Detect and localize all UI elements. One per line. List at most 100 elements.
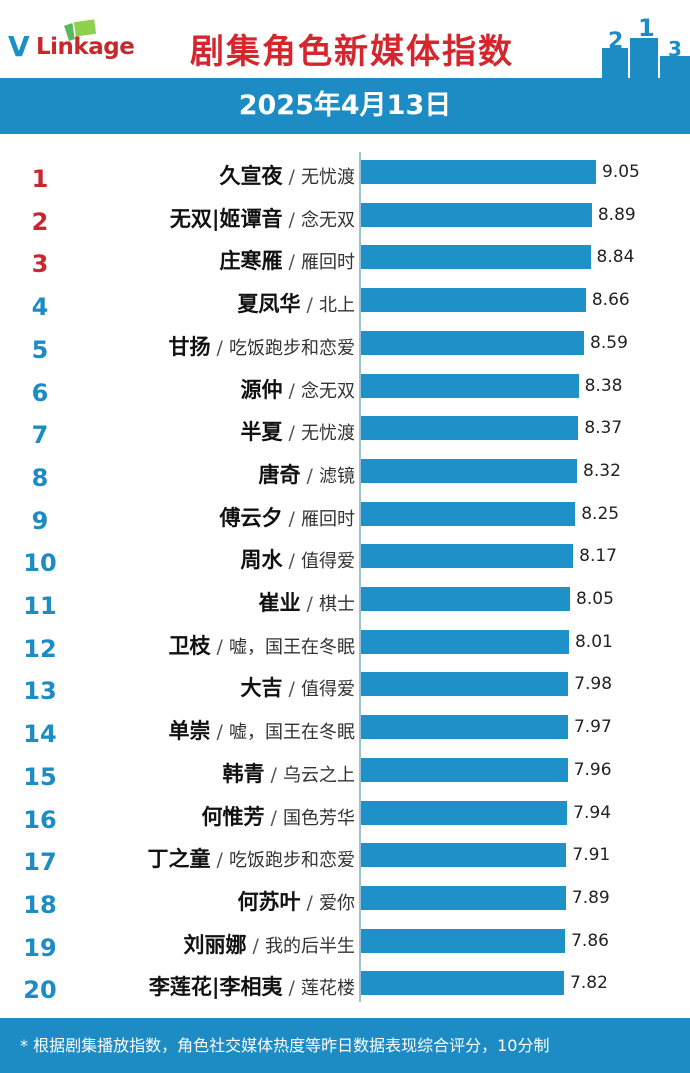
drama-name: 嘘，国王在冬眠 — [229, 722, 355, 744]
drama-name: 值得爱 — [301, 551, 355, 573]
score-bar — [361, 288, 586, 313]
character-label: 崔业 / 棋士 — [259, 587, 355, 617]
character-name: 刘丽娜 — [183, 932, 247, 957]
character-name: 李莲花|李相夷 — [148, 975, 283, 1000]
score-bar — [361, 416, 579, 441]
score-bar — [361, 544, 574, 569]
drama-name: 北上 — [319, 295, 355, 317]
score-value: 8.84 — [596, 247, 635, 268]
rank-number: 10 — [23, 549, 57, 578]
header: V Linkage 剧集角色新媒体指数 2 1 3 — [0, 0, 690, 78]
character-label: 傅云夕 / 雁回时 — [220, 502, 355, 532]
score-value: 8.32 — [583, 460, 621, 481]
rank-number: 13 — [23, 677, 57, 706]
page-title: 剧集角色新媒体指数 — [190, 32, 514, 72]
character-label: 甘扬 / 吃饭跑步和恋爱 — [169, 331, 355, 361]
drama-name: 无忧渡 — [301, 423, 355, 445]
rank-number: 12 — [23, 634, 57, 663]
date-label: 2025年4月13日 — [238, 90, 452, 121]
rank-number: 5 — [31, 335, 49, 364]
character-name: 甘扬 — [168, 334, 211, 359]
vlinkage-logo: V Linkage — [8, 17, 158, 64]
score-value: 8.59 — [590, 332, 628, 353]
label-separator: / — [210, 849, 229, 872]
score-value: 8.38 — [584, 375, 623, 396]
label-separator: / — [210, 336, 229, 359]
character-label: 卫枝 / 嘘，国王在冬眠 — [169, 630, 355, 660]
character-label: 单崇 / 嘘，国王在冬眠 — [169, 715, 355, 745]
character-label: 半夏 / 无忧渡 — [241, 416, 355, 446]
score-value: 8.66 — [591, 290, 630, 311]
score-value: 8.37 — [584, 418, 623, 439]
label-separator: / — [282, 678, 301, 701]
score-bar — [361, 672, 569, 697]
rank-number: 16 — [23, 805, 57, 834]
drama-name: 吃饭跑步和恋爱 — [229, 850, 355, 872]
character-label: 无双|姬谭音 / 念无双 — [170, 203, 355, 233]
score-value: 7.96 — [573, 759, 612, 780]
rank-number: 4 — [31, 293, 49, 322]
label-separator: / — [282, 208, 301, 231]
character-name: 庄寒雁 — [219, 249, 283, 274]
score-bar — [361, 373, 579, 398]
score-value: 8.25 — [581, 503, 620, 524]
rank-number: 9 — [31, 506, 49, 535]
rank-number: 3 — [31, 250, 49, 279]
score-bar — [361, 160, 596, 184]
drama-name: 滤镜 — [319, 465, 355, 487]
rank-number: 20 — [23, 976, 57, 1005]
logo-letter-v: V — [8, 30, 30, 63]
label-separator: / — [282, 977, 301, 1000]
drama-name: 嘘，国王在冬眠 — [229, 636, 355, 658]
score-value: 7.89 — [571, 887, 610, 908]
rank-number: 14 — [23, 720, 57, 749]
rank-number: 2 — [31, 207, 49, 236]
score-value: 7.98 — [574, 674, 613, 695]
label-separator: / — [282, 166, 301, 188]
drama-name: 雁回时 — [301, 252, 355, 274]
cards-icon — [64, 17, 98, 42]
rank-number: 7 — [31, 421, 49, 450]
character-name: 周水 — [240, 548, 283, 573]
drama-name: 莲花楼 — [301, 978, 355, 1000]
label-separator: / — [282, 507, 301, 530]
label-separator: / — [300, 464, 319, 487]
score-value: 7.91 — [572, 845, 611, 866]
character-label: 李莲花|李相夷 / 莲花楼 — [149, 971, 355, 1001]
rank-number: 11 — [23, 592, 57, 620]
score-value: 7.86 — [571, 930, 609, 951]
svg-text:2: 2 — [608, 29, 623, 54]
character-label: 刘丽娜 / 我的后半生 — [184, 929, 355, 959]
score-value: 7.97 — [573, 717, 612, 738]
character-name: 单崇 — [168, 719, 211, 744]
drama-name: 雁回时 — [301, 508, 355, 530]
drama-name: 念无双 — [301, 380, 355, 402]
character-label: 周水 / 值得爱 — [241, 544, 355, 574]
character-label: 唐奇 / 滤镜 — [259, 459, 355, 489]
score-value: 7.94 — [573, 802, 612, 823]
label-separator: / — [282, 550, 301, 573]
rank-number: 8 — [31, 463, 49, 492]
label-separator: / — [246, 934, 265, 957]
character-name: 傅云夕 — [219, 505, 283, 530]
score-bar — [361, 800, 568, 825]
character-label: 夏凤华 / 北上 — [238, 288, 355, 318]
podium-icon: 2 1 3 — [602, 14, 690, 78]
rank-number: 17 — [23, 848, 57, 877]
score-bar — [361, 202, 592, 227]
character-name: 何苏叶 — [237, 889, 301, 914]
drama-name: 爱你 — [319, 892, 355, 914]
character-name: 大吉 — [240, 676, 283, 701]
label-separator: / — [264, 806, 283, 829]
character-label: 源仲 / 念无双 — [241, 374, 355, 404]
label-separator: / — [264, 763, 283, 786]
drama-name: 吃饭跑步和恋爱 — [229, 337, 355, 359]
character-label: 庄寒雁 / 雁回时 — [220, 245, 355, 275]
rank-number: 15 — [23, 762, 57, 791]
score-value: 8.17 — [579, 546, 617, 567]
character-name: 半夏 — [240, 420, 283, 445]
footer: * 根据剧集播放指数，角色社交媒体热度等昨日数据表现综合评分，10分制 — [0, 1018, 690, 1073]
drama-name: 念无双 — [301, 209, 355, 231]
score-bar — [361, 885, 566, 910]
character-name: 卫枝 — [168, 633, 211, 658]
